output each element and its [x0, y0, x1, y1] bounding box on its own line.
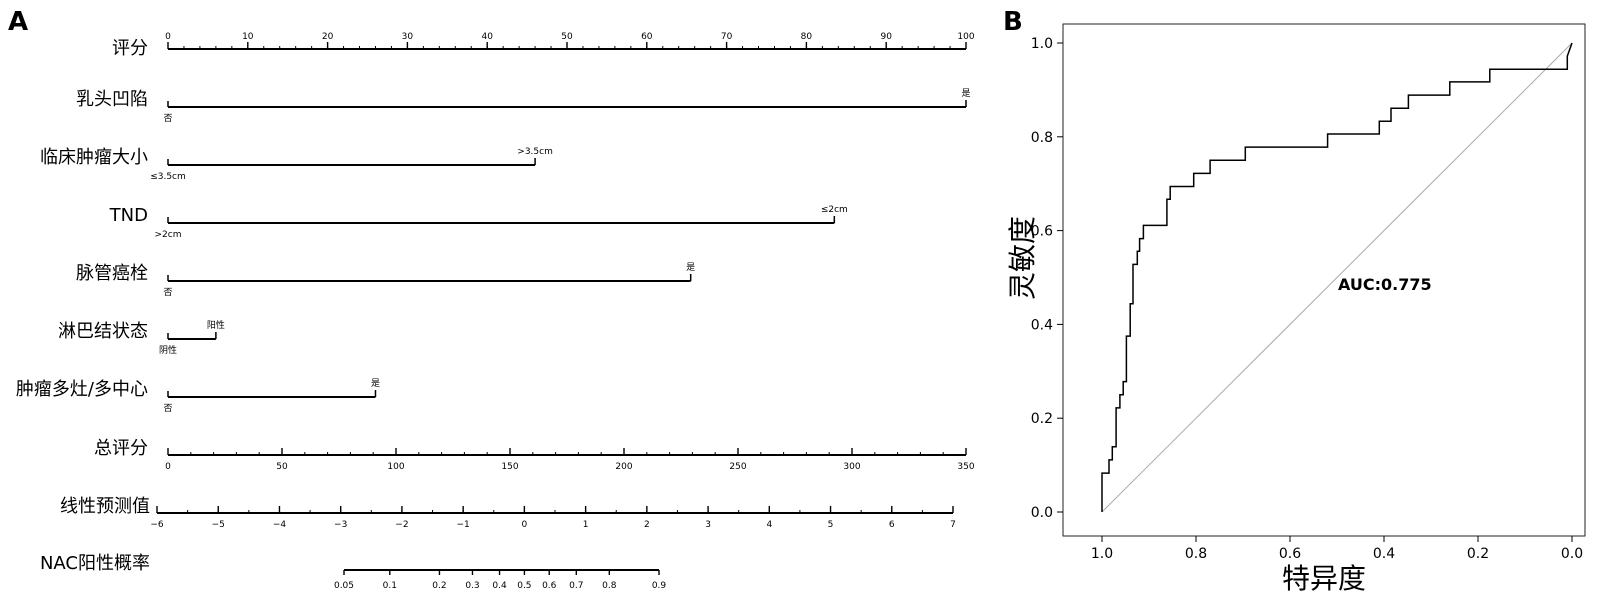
score-axis-tick-label: 70 [721, 32, 733, 42]
score-axis-tick-label: 30 [402, 32, 414, 42]
linear-predictor-axis-tick-label: 5 [828, 520, 834, 530]
linear-predictor-axis-tick-label: 2 [644, 520, 650, 530]
panel-a-label: A [8, 7, 28, 37]
var-5-low-level-label: 阴性 [159, 344, 177, 356]
probability-axis-tick-label: 0.9 [652, 581, 667, 591]
y-axis-tick-label: 1.0 [1031, 36, 1053, 52]
y-axis-tick-label: 0.6 [1031, 224, 1053, 240]
var-4-low-level-label: 否 [163, 287, 172, 298]
y-axis-tick-label: 0.4 [1031, 317, 1053, 333]
var-6-label: 肿瘤多灶/多中心 [16, 379, 148, 400]
probability-axis-label: NAC阳性概率 [40, 553, 150, 574]
var-6-high-level-label: 是 [371, 378, 380, 389]
x-axis-tick-label: 0.8 [1185, 546, 1207, 562]
linear-predictor-axis-tick-label: 6 [889, 520, 895, 530]
y-axis-tick-label: 0.0 [1031, 505, 1053, 521]
score-axis-tick-label: 40 [481, 32, 493, 42]
var-4-high-level-label: 是 [686, 262, 695, 273]
x-axis-tick-label: 0.0 [1561, 546, 1583, 562]
var-1-low-level-label: 否 [163, 113, 172, 124]
x-axis-title: 特异度 [1282, 562, 1366, 595]
linear-predictor-axis-tick-label: 7 [950, 520, 956, 530]
linear-predictor-axis-tick-label: −2 [395, 520, 408, 530]
total-axis-tick-label: 100 [387, 462, 404, 472]
reference-diagonal-line [1101, 42, 1573, 513]
var-2-label: 临床肿瘤大小 [40, 147, 148, 168]
total-axis-tick-label: 200 [615, 462, 632, 472]
probability-axis-tick-label: 0.05 [334, 581, 354, 591]
var-5-label: 淋巴结状态 [58, 321, 148, 342]
total-axis-tick-label: 50 [276, 462, 288, 472]
panel-b-roc-curve: B 0.0 0.2 0.4 0.6 0.8 1.0 1.0 0.8 0.6 0.4 0.2 0.0 AUC… [1003, 7, 1586, 595]
var-4-label: 脉管癌栓 [76, 263, 148, 284]
probability-axis-tick-label: 0.4 [492, 581, 507, 591]
total-axis-tick-label: 300 [843, 462, 860, 472]
score-axis-tick-label: 100 [957, 32, 974, 42]
score-axis-tick-label: 50 [561, 32, 573, 42]
x-axis-tick-label: 1.0 [1091, 546, 1113, 562]
linear-predictor-axis-tick-label: −5 [212, 520, 225, 530]
var-5-high-level-label: 阳性 [207, 319, 225, 331]
var-1-label: 乳头凹陷 [76, 89, 148, 110]
auc-annotation: AUC:0.775 [1338, 275, 1432, 294]
linear-predictor-axis-tick-label: 0 [522, 520, 528, 530]
score-axis-tick-label: 20 [322, 32, 334, 42]
total-axis-tick-label: 150 [501, 462, 518, 472]
linear-predictor-axis-tick-label: 4 [766, 520, 772, 530]
var-3-low-level-label: >2cm [155, 230, 182, 240]
y-axis-title: 灵敏度 [1006, 216, 1039, 300]
var-6-low-level-label: 否 [163, 403, 172, 414]
score-axis-label: 评分 [112, 38, 148, 59]
score-axis-tick-label: 0 [165, 32, 171, 42]
var-3-high-level-label: ≤2cm [821, 205, 848, 215]
y-axis-tick-label: 0.8 [1031, 130, 1053, 146]
var-2-low-level-label: ≤3.5cm [150, 172, 186, 182]
score-axis-tick-label: 10 [242, 32, 254, 42]
plot-frame [1062, 23, 1586, 537]
total-axis-label: 总评分 [94, 438, 148, 459]
var-1-high-level-label: 是 [961, 88, 970, 99]
score-axis-tick-label: 80 [801, 32, 813, 42]
linear-predictor-axis-tick-label: −1 [457, 520, 470, 530]
y-axis-tick-label: 0.2 [1031, 411, 1053, 427]
total-axis-tick-label: 350 [957, 462, 974, 472]
x-axis-tick-label: 0.2 [1467, 546, 1489, 562]
var-2-high-level-label: >3.5cm [517, 147, 553, 157]
linear-predictor-axis-tick-label: −4 [273, 520, 287, 530]
probability-axis-tick-label: 0.7 [569, 581, 583, 591]
roc-curve-line [1101, 42, 1573, 512]
probability-axis-tick-label: 0.1 [383, 581, 397, 591]
score-axis-tick-label: 90 [880, 32, 892, 42]
probability-axis-tick-label: 0.3 [465, 581, 479, 591]
total-axis-tick-label: 250 [729, 462, 746, 472]
panel-b-label: B [1003, 7, 1023, 37]
probability-axis-tick-label: 0.5 [517, 581, 531, 591]
linear-predictor-axis-tick-label: 1 [583, 520, 589, 530]
probability-axis-tick-label: 0.2 [432, 581, 446, 591]
x-axis-tick-label: 0.4 [1373, 546, 1395, 562]
var-3-label: TND [109, 205, 148, 226]
total-axis-tick-label: 0 [165, 462, 171, 472]
x-axis-tick-label: 0.6 [1279, 546, 1301, 562]
probability-axis-tick-label: 0.6 [542, 581, 557, 591]
probability-axis-tick-label: 0.8 [602, 581, 617, 591]
linear-predictor-axis-label: 线性预测值 [60, 496, 150, 517]
linear-predictor-axis-tick-label: 3 [705, 520, 711, 530]
linear-predictor-axis-tick-label: −3 [334, 520, 347, 530]
score-axis-tick-label: 60 [641, 32, 653, 42]
linear-predictor-axis-tick-label: −6 [150, 520, 164, 530]
